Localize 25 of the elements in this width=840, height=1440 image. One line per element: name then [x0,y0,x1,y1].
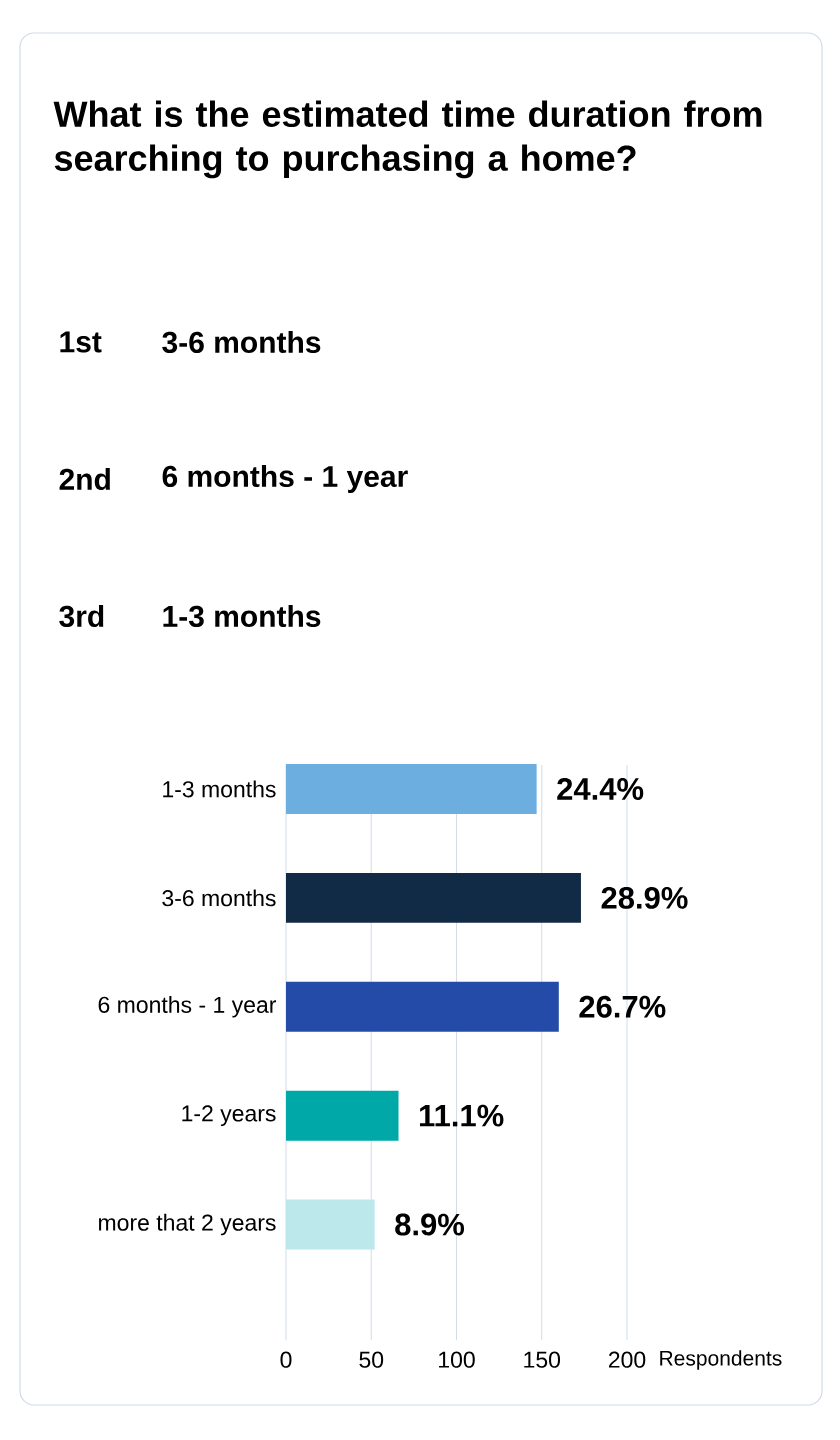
annotation: 28.9% [601,886,688,909]
x-tick-label: 150 [524,1351,561,1368]
y-tick-label: 1-2 years [182,1105,276,1127]
annotation: 24.4% [557,778,644,800]
annotation: 11.1% [420,1104,504,1127]
x-tick-label: 0 [280,1351,292,1368]
x-tick-label: 200 [608,1351,646,1368]
x-tick-label: 50 [359,1351,384,1368]
text: 2nd [59,468,110,491]
annotation: 8.9% [395,1213,465,1236]
bar [286,1199,375,1250]
text: 1st [60,331,102,353]
y-tick-label: 3-6 months [162,889,276,907]
text: 3rd [59,604,104,628]
annotation: 26.7% [579,995,666,1018]
bar [286,1090,399,1141]
y-tick-label: 1-3 months [163,780,276,798]
bar [286,872,581,923]
x-tick-label: 100 [439,1351,475,1368]
y-tick-label: 6 months - 1 year [98,996,277,1018]
chart-title: What is the estimated time duration from searching to purchasing a home? [53,100,762,179]
bar [286,763,537,814]
y-tick-label: more that 2 years [99,1213,276,1236]
x-axis-title: Respondents [660,1350,782,1370]
bar [286,981,559,1032]
